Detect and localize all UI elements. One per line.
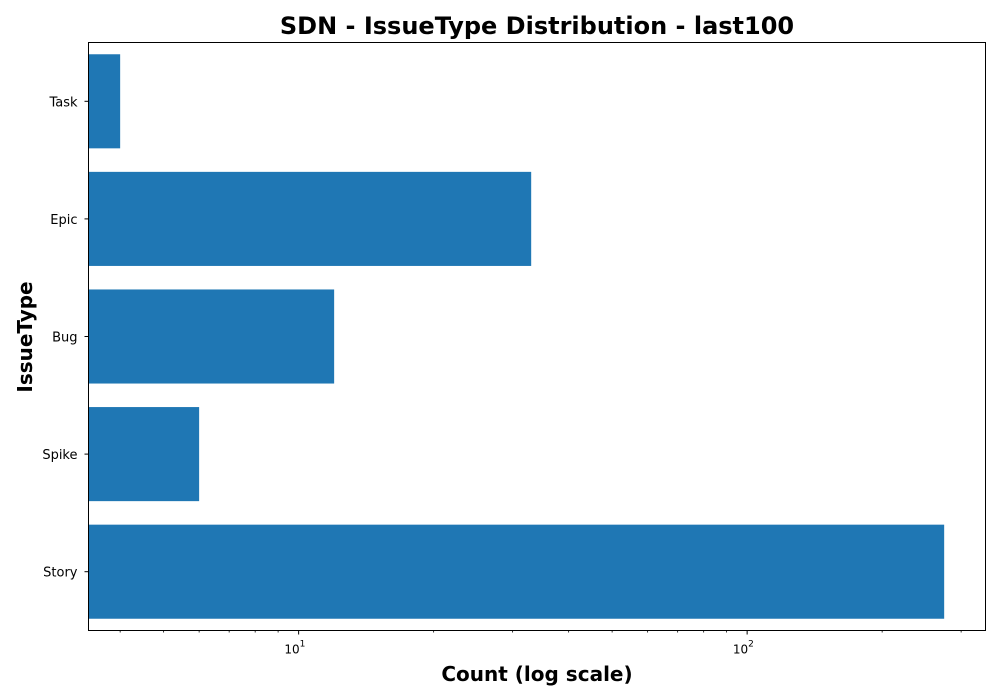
chart-title: SDN - IssueType Distribution - last100 <box>280 12 794 40</box>
bar-story <box>89 525 945 619</box>
y-tick-label-spike: Spike <box>42 448 77 463</box>
x-tick-base: 10 <box>284 643 299 657</box>
y-tick-label-bug: Bug <box>52 331 77 346</box>
y-tick-label-task: Task <box>48 95 78 110</box>
bar-bug <box>89 289 335 383</box>
x-tick-base: 10 <box>733 643 748 657</box>
y-tick-label-epic: Epic <box>50 213 77 228</box>
x-tick-exponent: 1 <box>300 640 306 650</box>
bar-task <box>89 54 121 148</box>
y-tick-label-story: Story <box>43 566 78 581</box>
y-axis-label: IssueType <box>13 281 37 392</box>
x-tick-exponent: 2 <box>748 640 754 650</box>
bar-spike <box>89 407 200 501</box>
bar-epic <box>89 172 532 266</box>
x-axis-label: Count (log scale) <box>441 662 632 686</box>
